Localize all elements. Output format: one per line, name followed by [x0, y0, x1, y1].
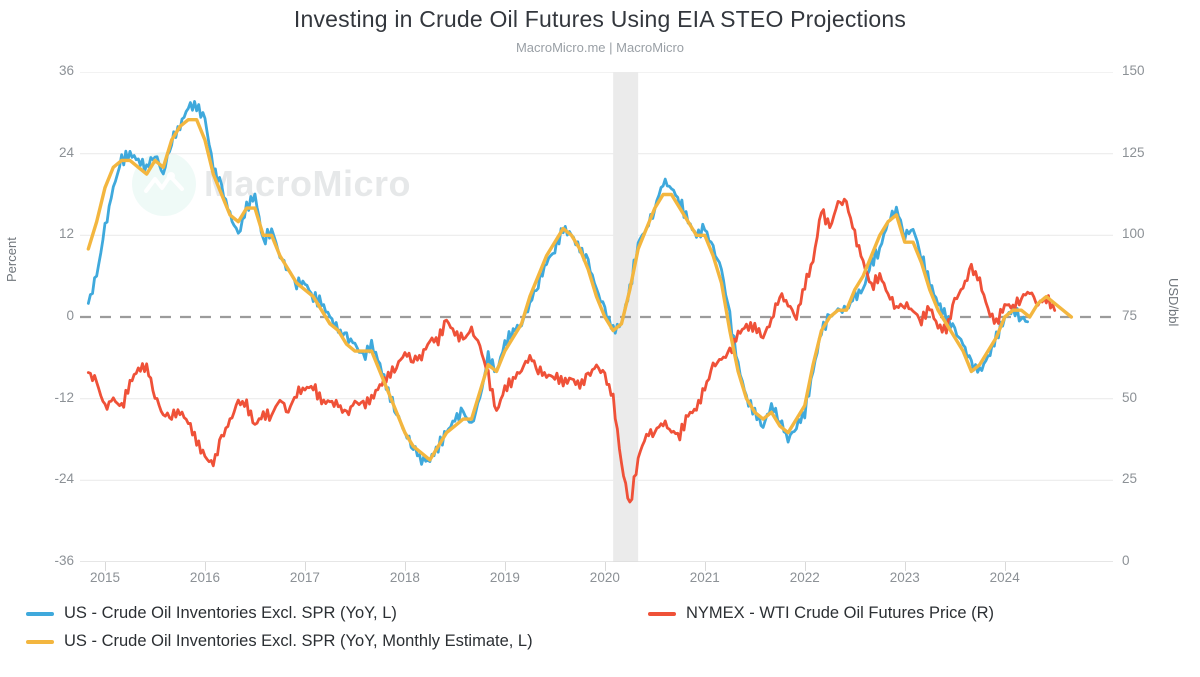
legend-label-red: NYMEX - WTI Crude Oil Futures Price (R) [686, 604, 995, 622]
x-axis-tick: 2023 [889, 570, 920, 585]
x-axis-tick-mark [204, 562, 206, 571]
y-axis-left-tick: -36 [54, 553, 74, 568]
y-axis-right-tick: 0 [1122, 553, 1130, 568]
series-line-blue [86, 100, 1030, 466]
x-axis-tick-mark [604, 562, 606, 571]
x-axis-tick: 2024 [989, 570, 1020, 585]
y-axis-right-title: USD/bbl [1166, 278, 1181, 327]
legend-item-yellow[interactable]: US - Crude Oil Inventories Excl. SPR (Yo… [26, 632, 533, 651]
y-axis-left-tick: 24 [58, 144, 74, 160]
x-axis-tick-mark [704, 562, 706, 571]
y-axis-left-tick: -24 [54, 471, 74, 487]
y-axis-left-tick: 36 [58, 63, 74, 78]
y-axis-right-tick: 150 [1122, 63, 1145, 78]
y-axis-left-title: Percent [4, 237, 19, 282]
x-axis-tick-mark [404, 562, 406, 571]
x-axis-tick-mark [804, 562, 806, 571]
x-axis-tick-mark [104, 562, 106, 571]
y-axis-right-tick: 25 [1122, 471, 1138, 487]
legend-swatch-blue [26, 611, 54, 616]
series-line-yellow [86, 117, 1074, 462]
x-axis-tick-mark [304, 562, 306, 571]
chart-title: Investing in Crude Oil Futures Using EIA… [293, 6, 907, 32]
chart-subtitle: MacroMicro.me | MacroMicro [515, 40, 685, 55]
y-axis-left-tick: 0 [66, 308, 74, 323]
legend-label-blue: US - Crude Oil Inventories Excl. SPR (Yo… [64, 604, 397, 622]
y-axis-right-tick: 125 [1122, 144, 1145, 160]
x-axis-tick-mark [904, 562, 906, 571]
plot-area [80, 72, 1113, 562]
y-axis-right-tick: 75 [1122, 308, 1138, 323]
legend: US - Crude Oil Inventories Excl. SPR (Yo… [26, 604, 1186, 651]
x-axis-tick-mark [504, 562, 506, 571]
legend-swatch-yellow [26, 639, 54, 644]
y-axis-right-tick: 100 [1122, 226, 1145, 242]
x-axis-tick: 2022 [789, 570, 820, 585]
y-axis-right-tick: 50 [1122, 389, 1138, 405]
x-axis-tick: 2018 [389, 570, 420, 585]
x-axis-tick: 2015 [89, 570, 121, 585]
x-axis-tick-mark [1004, 562, 1006, 571]
y-axis-left-tick: 12 [58, 226, 74, 242]
x-axis-tick: 2019 [489, 570, 520, 585]
x-axis-tick: 2017 [289, 570, 320, 585]
x-axis-tick: 2021 [689, 570, 720, 585]
x-axis-tick: 2016 [189, 570, 220, 585]
x-axis-tick: 2020 [589, 570, 620, 585]
legend-swatch-red [648, 611, 676, 616]
series-line-red [86, 197, 1057, 504]
legend-label-yellow: US - Crude Oil Inventories Excl. SPR (Yo… [64, 632, 533, 650]
y-axis-left-tick: -12 [54, 389, 74, 405]
legend-item-blue[interactable]: US - Crude Oil Inventories Excl. SPR (Yo… [26, 604, 397, 623]
legend-item-red[interactable]: NYMEX - WTI Crude Oil Futures Price (R) [648, 604, 994, 623]
